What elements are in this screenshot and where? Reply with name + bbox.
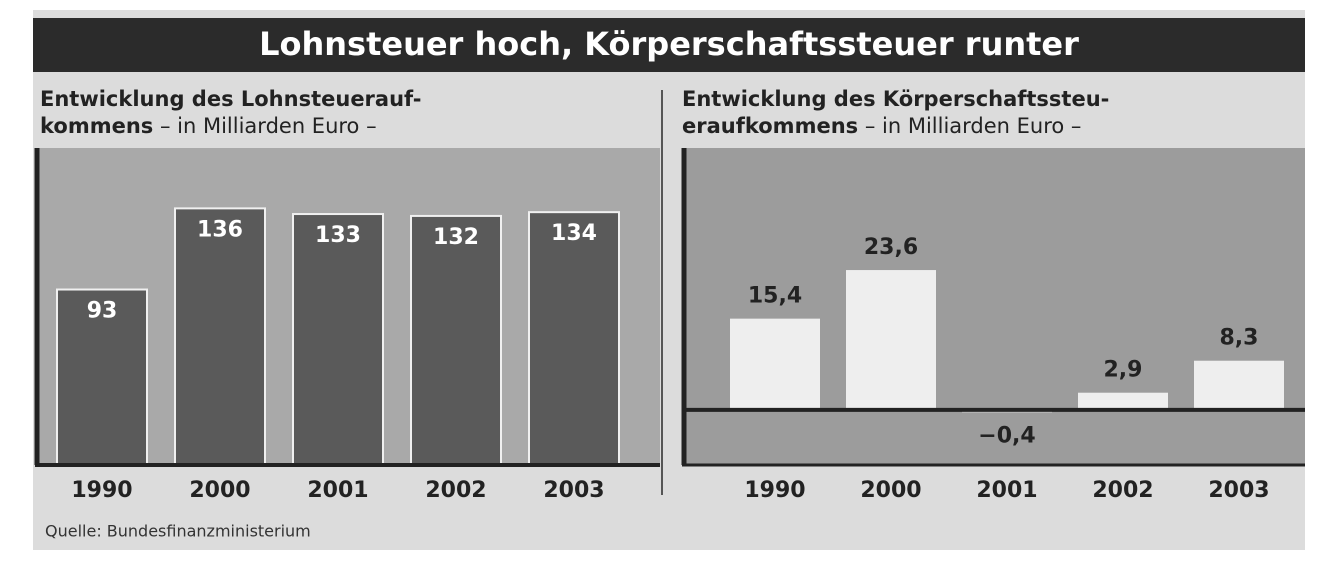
bar (1194, 360, 1284, 410)
x-tick-label: 2002 (1092, 478, 1153, 503)
bar (846, 270, 936, 410)
x-tick-label: 2001 (307, 478, 368, 503)
chart-title: Entwicklung des Lohnsteuerauf- kommens (40, 87, 422, 138)
value-label: −0,4 (978, 423, 1035, 448)
bar (410, 214, 502, 466)
x-tick-label: 2001 (976, 478, 1037, 503)
value-label: 15,4 (748, 284, 802, 309)
value-label: 133 (315, 223, 361, 248)
chart-subtitle: – in Milliarden Euro – (159, 114, 377, 138)
title: Lohnsteuer hoch, Körperschaftssteuer run… (259, 25, 1079, 63)
bar (56, 288, 148, 466)
bar (528, 211, 620, 466)
value-label: 2,9 (1104, 358, 1143, 383)
title-bar (33, 18, 1305, 72)
value-label: 134 (551, 221, 597, 246)
bar (292, 213, 384, 466)
value-label: 93 (87, 299, 118, 324)
bar (1078, 392, 1168, 410)
bar (730, 318, 820, 410)
value-label: 8,3 (1220, 326, 1259, 351)
x-tick-label: 2002 (425, 478, 486, 503)
value-label: 23,6 (864, 235, 918, 260)
x-tick-label: 1990 (744, 478, 805, 503)
x-tick-label: 2003 (1208, 478, 1269, 503)
x-tick-label: 1990 (71, 478, 132, 503)
x-tick-label: 2000 (860, 478, 921, 503)
chart-subtitle: – in Milliarden Euro – (864, 114, 1082, 138)
value-label: 132 (433, 225, 479, 250)
subtitle-right: Entwicklung des Körperschaftssteu- erauf… (682, 86, 1302, 140)
subtitle-left: Entwicklung des Lohnsteuerauf- kommens –… (40, 86, 640, 140)
source: Quelle: Bundesfinanzministerium (45, 522, 311, 541)
chart-title: Entwicklung des Körperschaftssteu- erauf… (682, 87, 1110, 138)
x-tick-label: 2003 (543, 478, 604, 503)
value-label: 136 (197, 217, 243, 242)
x-tick-label: 2000 (189, 478, 250, 503)
bar (174, 207, 266, 466)
